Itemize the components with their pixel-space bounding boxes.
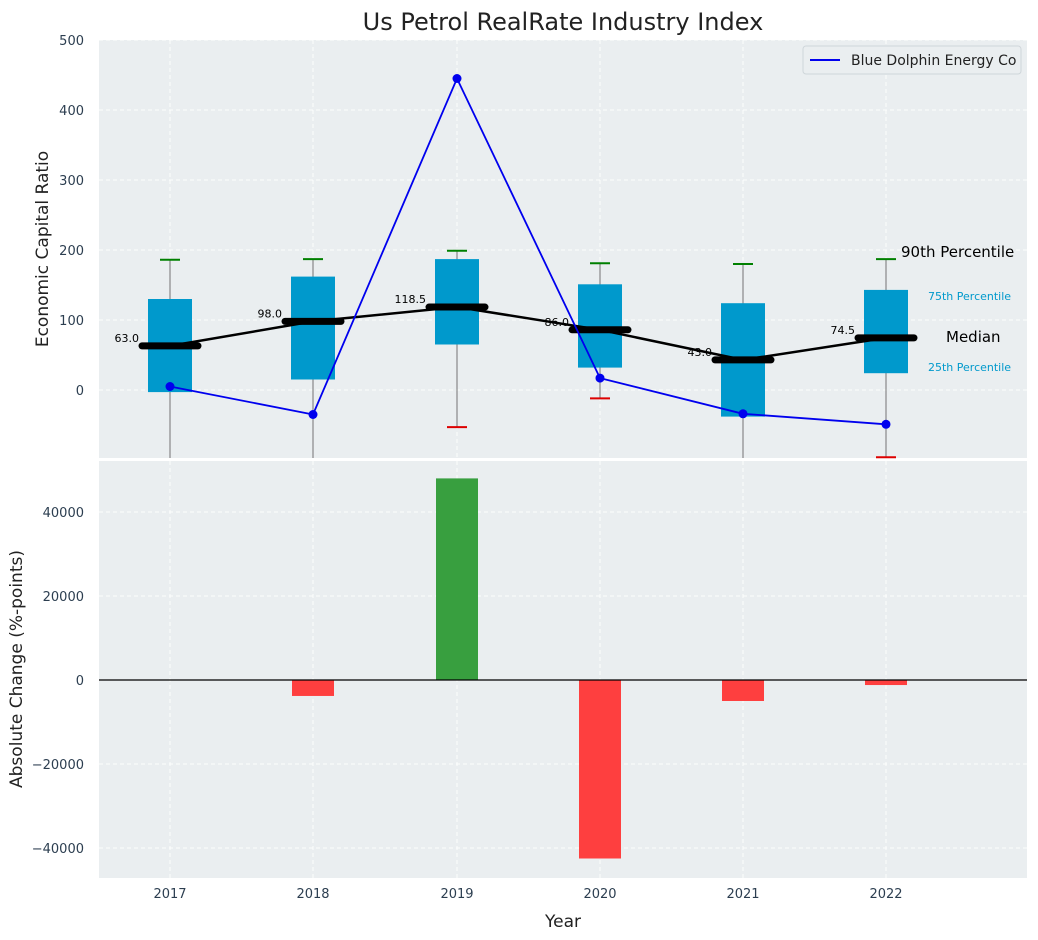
change-bars — [292, 478, 907, 859]
median-labels: 63.0 98.0 118.5 86.0 43.0 74.5 — [115, 293, 856, 359]
median-value-label: 98.0 — [258, 307, 283, 320]
box-iqr — [435, 259, 479, 345]
top-y-tick-label: 400 — [59, 104, 84, 119]
bottom-y-tick-label: 20000 — [43, 590, 84, 605]
legend-box — [802, 45, 1022, 75]
top-y-tick-label: 500 — [59, 34, 84, 49]
change-bar-2022 — [865, 680, 907, 686]
annotation-median: Median — [946, 328, 1001, 346]
top-plot-area — [99, 40, 1027, 458]
box-iqr — [578, 284, 622, 368]
top-gridlines — [99, 39, 1027, 458]
x-tick-label: 2018 — [296, 887, 329, 902]
bottom-panel: −40000 −20000 0 20000 40000 2017 2018 2019 2020… — [7, 461, 1027, 932]
legend[interactable]: Blue Dolphin Energy Co — [802, 45, 1022, 75]
top-y-tick-label: 0 — [76, 384, 84, 399]
bottom-y-tick-label: −20000 — [32, 758, 84, 773]
top-y-tick-label: 100 — [59, 314, 84, 329]
bottom-y-ticks: −40000 −20000 0 20000 40000 — [32, 506, 84, 857]
annotation-p25: 25th Percentile — [928, 361, 1011, 374]
median-line — [138, 303, 918, 364]
bottom-y-tick-label: 40000 — [43, 506, 84, 521]
series-point — [452, 74, 462, 83]
median-value-label: 74.5 — [831, 324, 856, 337]
change-bar-2019 — [436, 478, 478, 680]
change-bar-2021 — [722, 680, 764, 701]
box-2022 — [864, 258, 908, 459]
median-value-label: 63.0 — [115, 332, 140, 345]
company-series — [165, 74, 891, 429]
bottom-y-tick-label: 0 — [76, 674, 84, 689]
top-y-tick-label: 300 — [59, 174, 84, 189]
series-point — [595, 373, 605, 383]
box-iqr — [291, 276, 335, 380]
x-tick-label: 2021 — [726, 887, 759, 902]
median-value-label: 86.0 — [545, 316, 570, 329]
series-point — [308, 410, 318, 419]
top-y-axis-label: Economic Capital Ratio — [33, 151, 53, 347]
box-2018 — [291, 258, 335, 458]
x-axis-label: Year — [544, 912, 581, 932]
legend-entry-company: Blue Dolphin Energy Co — [851, 53, 1016, 69]
series-point — [881, 419, 891, 429]
x-tick-label: 2020 — [583, 887, 616, 902]
x-tick-label: 2019 — [440, 887, 473, 902]
top-panel: 0 100 200 300 400 500 63.0 98.0 118.5 86.0 43.0 74… — [33, 8, 1027, 459]
x-tick-label: 2022 — [869, 887, 902, 902]
change-bar-2018 — [292, 680, 334, 696]
median-polyline — [169, 305, 887, 362]
series-point — [738, 409, 748, 419]
median-value-label: 43.0 — [688, 346, 713, 359]
annotation-p75: 75th Percentile — [928, 290, 1011, 303]
chart-title: Us Petrol RealRate Industry Index — [363, 8, 764, 36]
bottom-y-axis-label: Absolute Change (%-points) — [7, 550, 27, 788]
box-2019 — [435, 249, 479, 429]
median-value-label: 118.5 — [395, 293, 427, 306]
bottom-y-tick-label: −40000 — [32, 842, 84, 857]
top-y-ticks: 0 100 200 300 400 500 — [59, 34, 84, 399]
series-line — [169, 76, 887, 426]
x-tick-label: 2017 — [153, 887, 186, 902]
x-ticks: 2017 2018 2019 2020 2021 2022 — [153, 887, 902, 902]
annotation-p90: 90th Percentile — [901, 243, 1014, 261]
change-bar-2020 — [579, 680, 621, 859]
box-iqr — [864, 289, 908, 374]
bottom-plot-area — [99, 461, 1027, 878]
series-point — [165, 382, 175, 391]
top-y-tick-label: 200 — [59, 244, 84, 259]
